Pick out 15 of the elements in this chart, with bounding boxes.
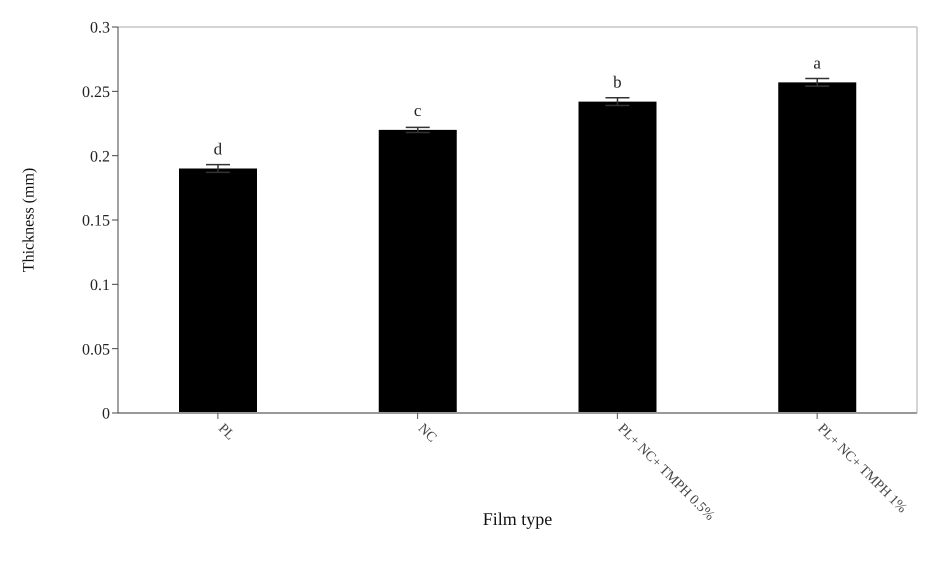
annotation: b — [613, 72, 622, 92]
x-tick-label: PL — [215, 421, 238, 444]
annotation: c — [414, 100, 422, 120]
y-tick-label: 0.2 — [90, 148, 110, 166]
y-axis-title: Thickness (mm) — [20, 168, 38, 272]
annotation: a — [813, 53, 822, 72]
y-tick-label: 0 — [102, 406, 110, 423]
y-tick-label: 0.05 — [82, 341, 110, 358]
y-tick-label: 0.3 — [90, 20, 110, 37]
x-tick-label: NC — [414, 421, 440, 446]
y-tick-label: 0.25 — [82, 84, 110, 102]
y-tick-label: 0.1 — [90, 277, 110, 294]
x-axis-title: Film type — [482, 509, 552, 529]
annotation: d — [214, 140, 223, 159]
y-tick-label: 0.15 — [82, 212, 110, 230]
